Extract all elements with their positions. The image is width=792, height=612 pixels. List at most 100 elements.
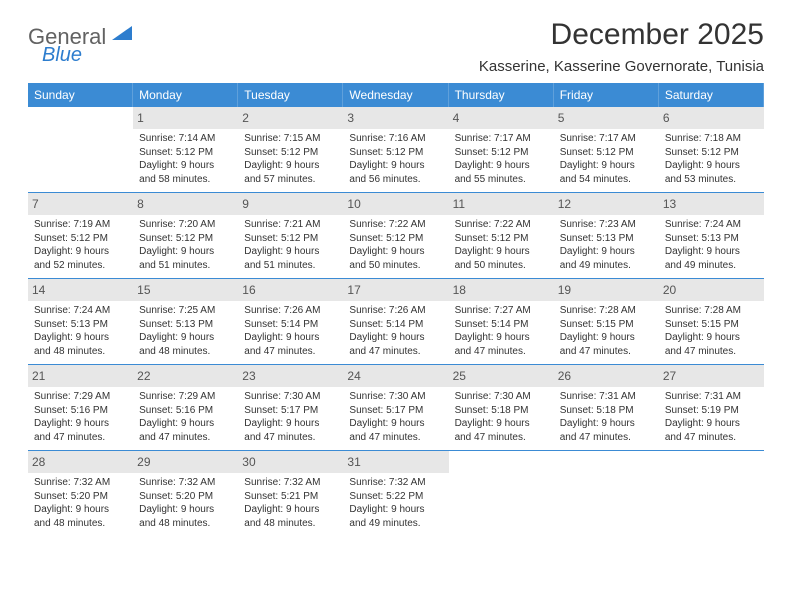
calendar-cell [449,451,554,537]
day-number: 29 [133,451,238,473]
calendar-cell: 6Sunrise: 7:18 AMSunset: 5:12 PMDaylight… [659,107,764,193]
daylight-line: Daylight: 9 hours and 48 minutes. [34,331,127,358]
calendar-cell: 30Sunrise: 7:32 AMSunset: 5:21 PMDayligh… [238,451,343,537]
calendar-cell: 20Sunrise: 7:28 AMSunset: 5:15 PMDayligh… [659,279,764,365]
sunrise-line: Sunrise: 7:22 AM [455,218,548,232]
daylight-line: Daylight: 9 hours and 50 minutes. [455,245,548,272]
sunrise-line: Sunrise: 7:30 AM [455,390,548,404]
day-header: Monday [133,83,238,107]
day-number: 1 [133,107,238,129]
daylight-line: Daylight: 9 hours and 49 minutes. [349,503,442,530]
sunset-line: Sunset: 5:17 PM [349,404,442,418]
sunrise-line: Sunrise: 7:14 AM [139,132,232,146]
calendar-cell: 16Sunrise: 7:26 AMSunset: 5:14 PMDayligh… [238,279,343,365]
day-number: 10 [343,193,448,215]
day-number: 9 [238,193,343,215]
day-number: 18 [449,279,554,301]
calendar-cell: 17Sunrise: 7:26 AMSunset: 5:14 PMDayligh… [343,279,448,365]
daylight-line: Daylight: 9 hours and 55 minutes. [455,159,548,186]
daylight-line: Daylight: 9 hours and 51 minutes. [139,245,232,272]
page-subtitle: Kasserine, Kasserine Governorate, Tunisi… [479,58,764,75]
daylight-line: Daylight: 9 hours and 57 minutes. [244,159,337,186]
calendar-cell: 9Sunrise: 7:21 AMSunset: 5:12 PMDaylight… [238,193,343,279]
sunset-line: Sunset: 5:14 PM [455,318,548,332]
calendar-cell: 31Sunrise: 7:32 AMSunset: 5:22 PMDayligh… [343,451,448,537]
sunrise-line: Sunrise: 7:32 AM [349,476,442,490]
sunrise-line: Sunrise: 7:29 AM [139,390,232,404]
sunset-line: Sunset: 5:22 PM [349,490,442,504]
daylight-line: Daylight: 9 hours and 47 minutes. [560,331,653,358]
calendar-cell: 25 Sunrise: 7:30 AMSunset: 5:18 PMDayligh… [449,365,554,451]
daylight-line: Daylight: 9 hours and 47 minutes. [139,417,232,444]
daylight-line: Daylight: 9 hours and 47 minutes. [665,331,758,358]
calendar-cell: 18Sunrise: 7:27 AMSunset: 5:14 PMDayligh… [449,279,554,365]
sunset-line: Sunset: 5:12 PM [34,232,127,246]
day-number: 17 [343,279,448,301]
sunset-line: Sunset: 5:12 PM [560,146,653,160]
calendar-cell: 10Sunrise: 7:22 AMSunset: 5:12 PMDayligh… [343,193,448,279]
sunrise-line: Sunrise: 7:27 AM [455,304,548,318]
day-header: Tuesday [238,83,343,107]
day-number: 6 [659,107,764,129]
daylight-line: Daylight: 9 hours and 58 minutes. [139,159,232,186]
sunset-line: Sunset: 5:16 PM [139,404,232,418]
calendar-cell [28,107,133,193]
sunset-line: Sunset: 5:20 PM [34,490,127,504]
calendar-cell: 29Sunrise: 7:32 AMSunset: 5:20 PMDayligh… [133,451,238,537]
day-number: 25 [449,365,554,387]
sunset-line: Sunset: 5:13 PM [34,318,127,332]
daylight-line: Daylight: 9 hours and 47 minutes. [455,417,548,444]
sunset-line: Sunset: 5:13 PM [560,232,653,246]
daylight-line: Daylight: 9 hours and 48 minutes. [34,503,127,530]
daylight-line: Daylight: 9 hours and 47 minutes. [665,417,758,444]
calendar-cell: 5 Sunrise: 7:17 AMSunset: 5:12 PMDaylight… [554,107,659,193]
calendar-cell: 3Sunrise: 7:16 AMSunset: 5:12 PMDaylight… [343,107,448,193]
daylight-line: Daylight: 9 hours and 50 minutes. [349,245,442,272]
sunset-line: Sunset: 5:14 PM [349,318,442,332]
sunset-line: Sunset: 5:13 PM [665,232,758,246]
day-number: 14 [28,279,133,301]
calendar-cell: 7Sunrise: 7:19 AMSunset: 5:12 PMDaylight… [28,193,133,279]
logo-triangle-icon [112,24,132,50]
sunset-line: Sunset: 5:14 PM [244,318,337,332]
daylight-line: Daylight: 9 hours and 47 minutes. [34,417,127,444]
sunset-line: Sunset: 5:12 PM [455,232,548,246]
sunrise-line: Sunrise: 7:25 AM [139,304,232,318]
sunset-line: Sunset: 5:21 PM [244,490,337,504]
sunrise-line: Sunrise: 7:31 AM [665,390,758,404]
sunset-line: Sunset: 5:18 PM [560,404,653,418]
day-number: 4 [449,107,554,129]
daylight-line: Daylight: 9 hours and 51 minutes. [244,245,337,272]
calendar-cell: 12Sunrise: 7:23 AMSunset: 5:13 PMDayligh… [554,193,659,279]
sunset-line: Sunset: 5:12 PM [244,146,337,160]
sunset-line: Sunset: 5:20 PM [139,490,232,504]
sunrise-line: Sunrise: 7:30 AM [349,390,442,404]
daylight-line: Daylight: 9 hours and 54 minutes. [560,159,653,186]
day-header: Saturday [659,83,764,107]
daylight-line: Daylight: 9 hours and 47 minutes. [244,417,337,444]
page-title: December 2025 [479,18,764,52]
sunset-line: Sunset: 5:19 PM [665,404,758,418]
day-number: 5 [554,107,659,129]
day-header: Sunday [28,83,133,107]
day-number: 22 [133,365,238,387]
calendar-cell: 27Sunrise: 7:31 AMSunset: 5:19 PMDayligh… [659,365,764,451]
calendar-cell: 14Sunrise: 7:24 AMSunset: 5:13 PMDayligh… [28,279,133,365]
daylight-line: Daylight: 9 hours and 48 minutes. [139,331,232,358]
sunrise-line: Sunrise: 7:19 AM [34,218,127,232]
daylight-line: Daylight: 9 hours and 56 minutes. [349,159,442,186]
sunset-line: Sunset: 5:12 PM [139,146,232,160]
sunrise-line: Sunrise: 7:17 AM [560,132,653,146]
day-number: 24 [343,365,448,387]
sunrise-line: Sunrise: 7:29 AM [34,390,127,404]
sunset-line: Sunset: 5:12 PM [455,146,548,160]
sunset-line: Sunset: 5:12 PM [349,146,442,160]
calendar-cell: 4 Sunrise: 7:17 AMSunset: 5:12 PMDaylight… [449,107,554,193]
calendar-cell: 22 Sunrise: 7:29 AMSunset: 5:16 PMDayligh… [133,365,238,451]
sunset-line: Sunset: 5:15 PM [665,318,758,332]
calendar-cell [554,451,659,537]
sunrise-line: Sunrise: 7:18 AM [665,132,758,146]
sunrise-line: Sunrise: 7:17 AM [455,132,548,146]
sunset-line: Sunset: 5:18 PM [455,404,548,418]
sunrise-line: Sunrise: 7:26 AM [349,304,442,318]
